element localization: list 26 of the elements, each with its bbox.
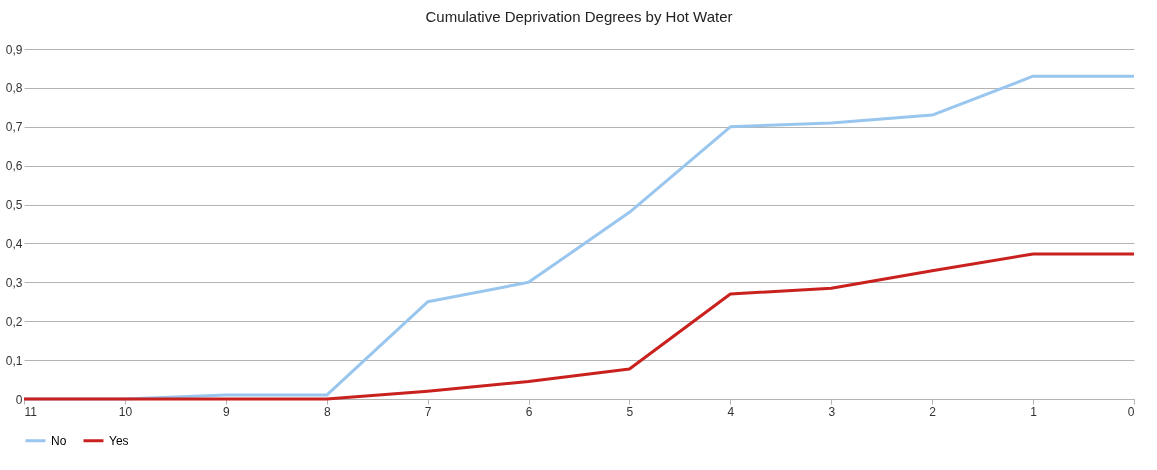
- x-tick-label: 9: [222, 404, 230, 419]
- y-tick-label: 0,2: [5, 314, 23, 329]
- y-tick-label: 0,5: [5, 198, 23, 213]
- line-series: [22, 252, 1136, 401]
- x-tick-label: 5: [626, 404, 634, 419]
- x-tick-label: 4: [727, 404, 735, 419]
- y-tick-label: 0,8: [5, 81, 23, 96]
- x-tick-label: 0: [1127, 404, 1135, 419]
- x-tick-label: 8: [323, 404, 331, 419]
- x-tick-label: 2: [929, 404, 937, 419]
- y-tick-label: 0,9: [5, 42, 23, 57]
- x-tick-label: 6: [525, 404, 533, 419]
- chart-title: Cumulative Deprivation Degrees by Hot Water: [425, 8, 733, 25]
- x-tick-label: 11: [24, 404, 38, 419]
- x-tick-label: 3: [828, 404, 836, 419]
- legend-label: No: [51, 433, 67, 448]
- x-tick-label: 10: [118, 404, 133, 419]
- y-tick-label: 0,6: [5, 159, 23, 174]
- y-tick-label: 0: [15, 392, 23, 407]
- legend-label: Yes: [109, 433, 129, 448]
- y-tick-label: 0,7: [5, 120, 23, 135]
- x-tick-label: 1: [1030, 404, 1038, 419]
- y-tick-label: 0,3: [5, 275, 23, 290]
- y-tick-label: 0,4: [5, 236, 23, 251]
- y-tick-label: 0,1: [5, 353, 23, 368]
- x-tick-label: 7: [424, 404, 432, 419]
